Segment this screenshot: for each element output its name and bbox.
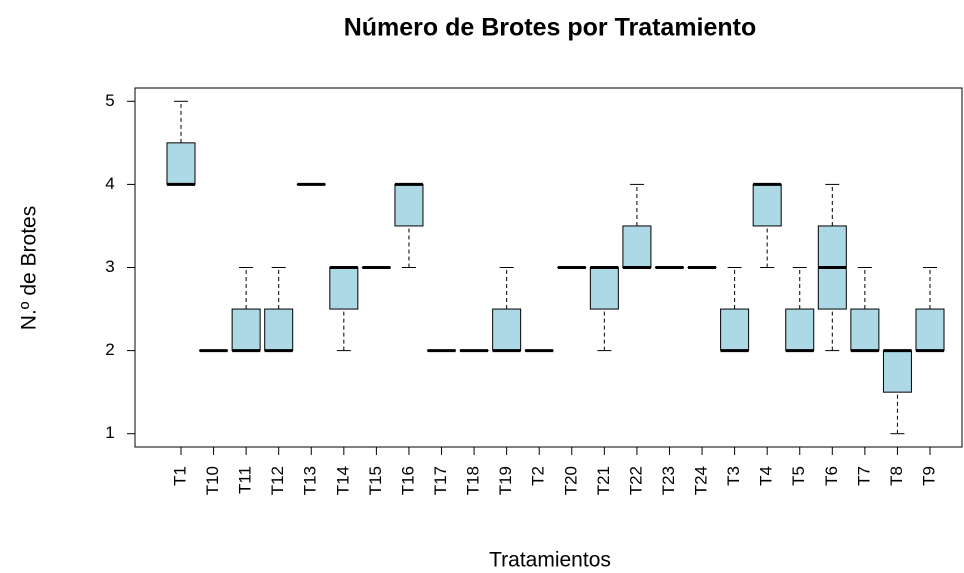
x-tick-label: T2 <box>529 466 548 486</box>
x-tick-label: T5 <box>789 466 808 486</box>
x-tick-label: T7 <box>854 466 873 486</box>
box <box>166 142 196 185</box>
x-tick-label: T8 <box>887 466 906 486</box>
box <box>394 183 424 227</box>
x-tick-label: T4 <box>757 466 776 486</box>
x-tick-label: T17 <box>431 466 450 495</box>
x-tick-label: T3 <box>724 466 743 486</box>
box <box>329 267 359 310</box>
box <box>882 350 912 393</box>
y-axis-label: N.º de Brotes <box>18 206 41 330</box>
x-tick-label: T13 <box>301 466 320 495</box>
y-tick-label: 5 <box>105 91 114 110</box>
x-tick-label: T6 <box>822 466 841 486</box>
x-tick-label: T23 <box>659 466 678 495</box>
x-tick-label: T21 <box>594 466 613 495</box>
y-tick-label: 2 <box>105 340 114 359</box>
box <box>492 308 522 352</box>
x-tick-label: T18 <box>464 466 483 495</box>
x-tick-label: T9 <box>919 466 938 486</box>
x-tick-label: T14 <box>333 466 352 495</box>
x-tick-label: T20 <box>561 466 580 495</box>
box <box>622 225 652 269</box>
box <box>720 308 750 352</box>
chart-title: Número de Brotes por Tratamiento <box>344 14 757 42</box>
box <box>915 308 945 352</box>
x-tick-label: T11 <box>236 466 255 494</box>
y-tick-label: 1 <box>105 423 114 442</box>
box <box>752 183 782 227</box>
y-tick-label: 3 <box>105 257 114 276</box>
x-tick-label: T22 <box>626 466 645 495</box>
box <box>231 308 261 352</box>
x-tick-label: T10 <box>203 466 222 495</box>
y-tick-label: 4 <box>105 174 114 193</box>
box <box>785 308 815 352</box>
x-tick-label: T12 <box>268 466 287 495</box>
box <box>264 308 294 352</box>
x-tick-label: T1 <box>170 466 189 486</box>
x-tick-label: T19 <box>496 466 515 495</box>
x-axis-label: Tratamientos <box>489 549 611 572</box>
x-tick-label: T24 <box>692 466 711 495</box>
x-tick-label: T15 <box>366 466 385 495</box>
x-tick-label: T16 <box>398 466 417 495</box>
box <box>589 267 619 310</box>
box <box>850 308 880 352</box>
